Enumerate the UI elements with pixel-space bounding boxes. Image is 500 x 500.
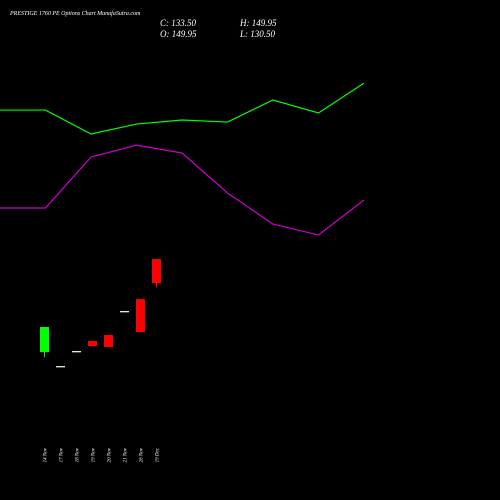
x-tick-label: 18 Nov (76, 447, 81, 462)
candle-body (88, 341, 97, 346)
low-info: L: 130.50 (239, 29, 276, 39)
candle-body (104, 335, 113, 348)
x-tick-label: 14 Nov (44, 447, 49, 462)
candle-body (72, 351, 81, 353)
x-tick-label: 19 Nov (92, 447, 97, 462)
high-info: H: 149.95 (239, 18, 277, 28)
x-tick-label: 26 Nov (140, 447, 145, 462)
x-tick-label: 21 Nov (124, 447, 129, 462)
candle-body (120, 311, 129, 313)
candle-body (152, 259, 161, 284)
indicator-line (0, 82, 365, 135)
candle-body (56, 366, 65, 368)
close-info: C: 133.50 (160, 18, 197, 28)
indicator-line (0, 144, 365, 236)
x-tick-label: 20 Nov (108, 447, 113, 462)
chart-title: PRESTIGE 1760 PE Options Chart MunafaSut… (9, 10, 141, 17)
x-tick-label: 17 Nov (60, 447, 65, 462)
candle-body (40, 327, 49, 353)
open-info: O: 149.95 (160, 29, 197, 39)
x-tick-label: 19 Dec (156, 447, 161, 462)
candle-body (136, 299, 145, 333)
